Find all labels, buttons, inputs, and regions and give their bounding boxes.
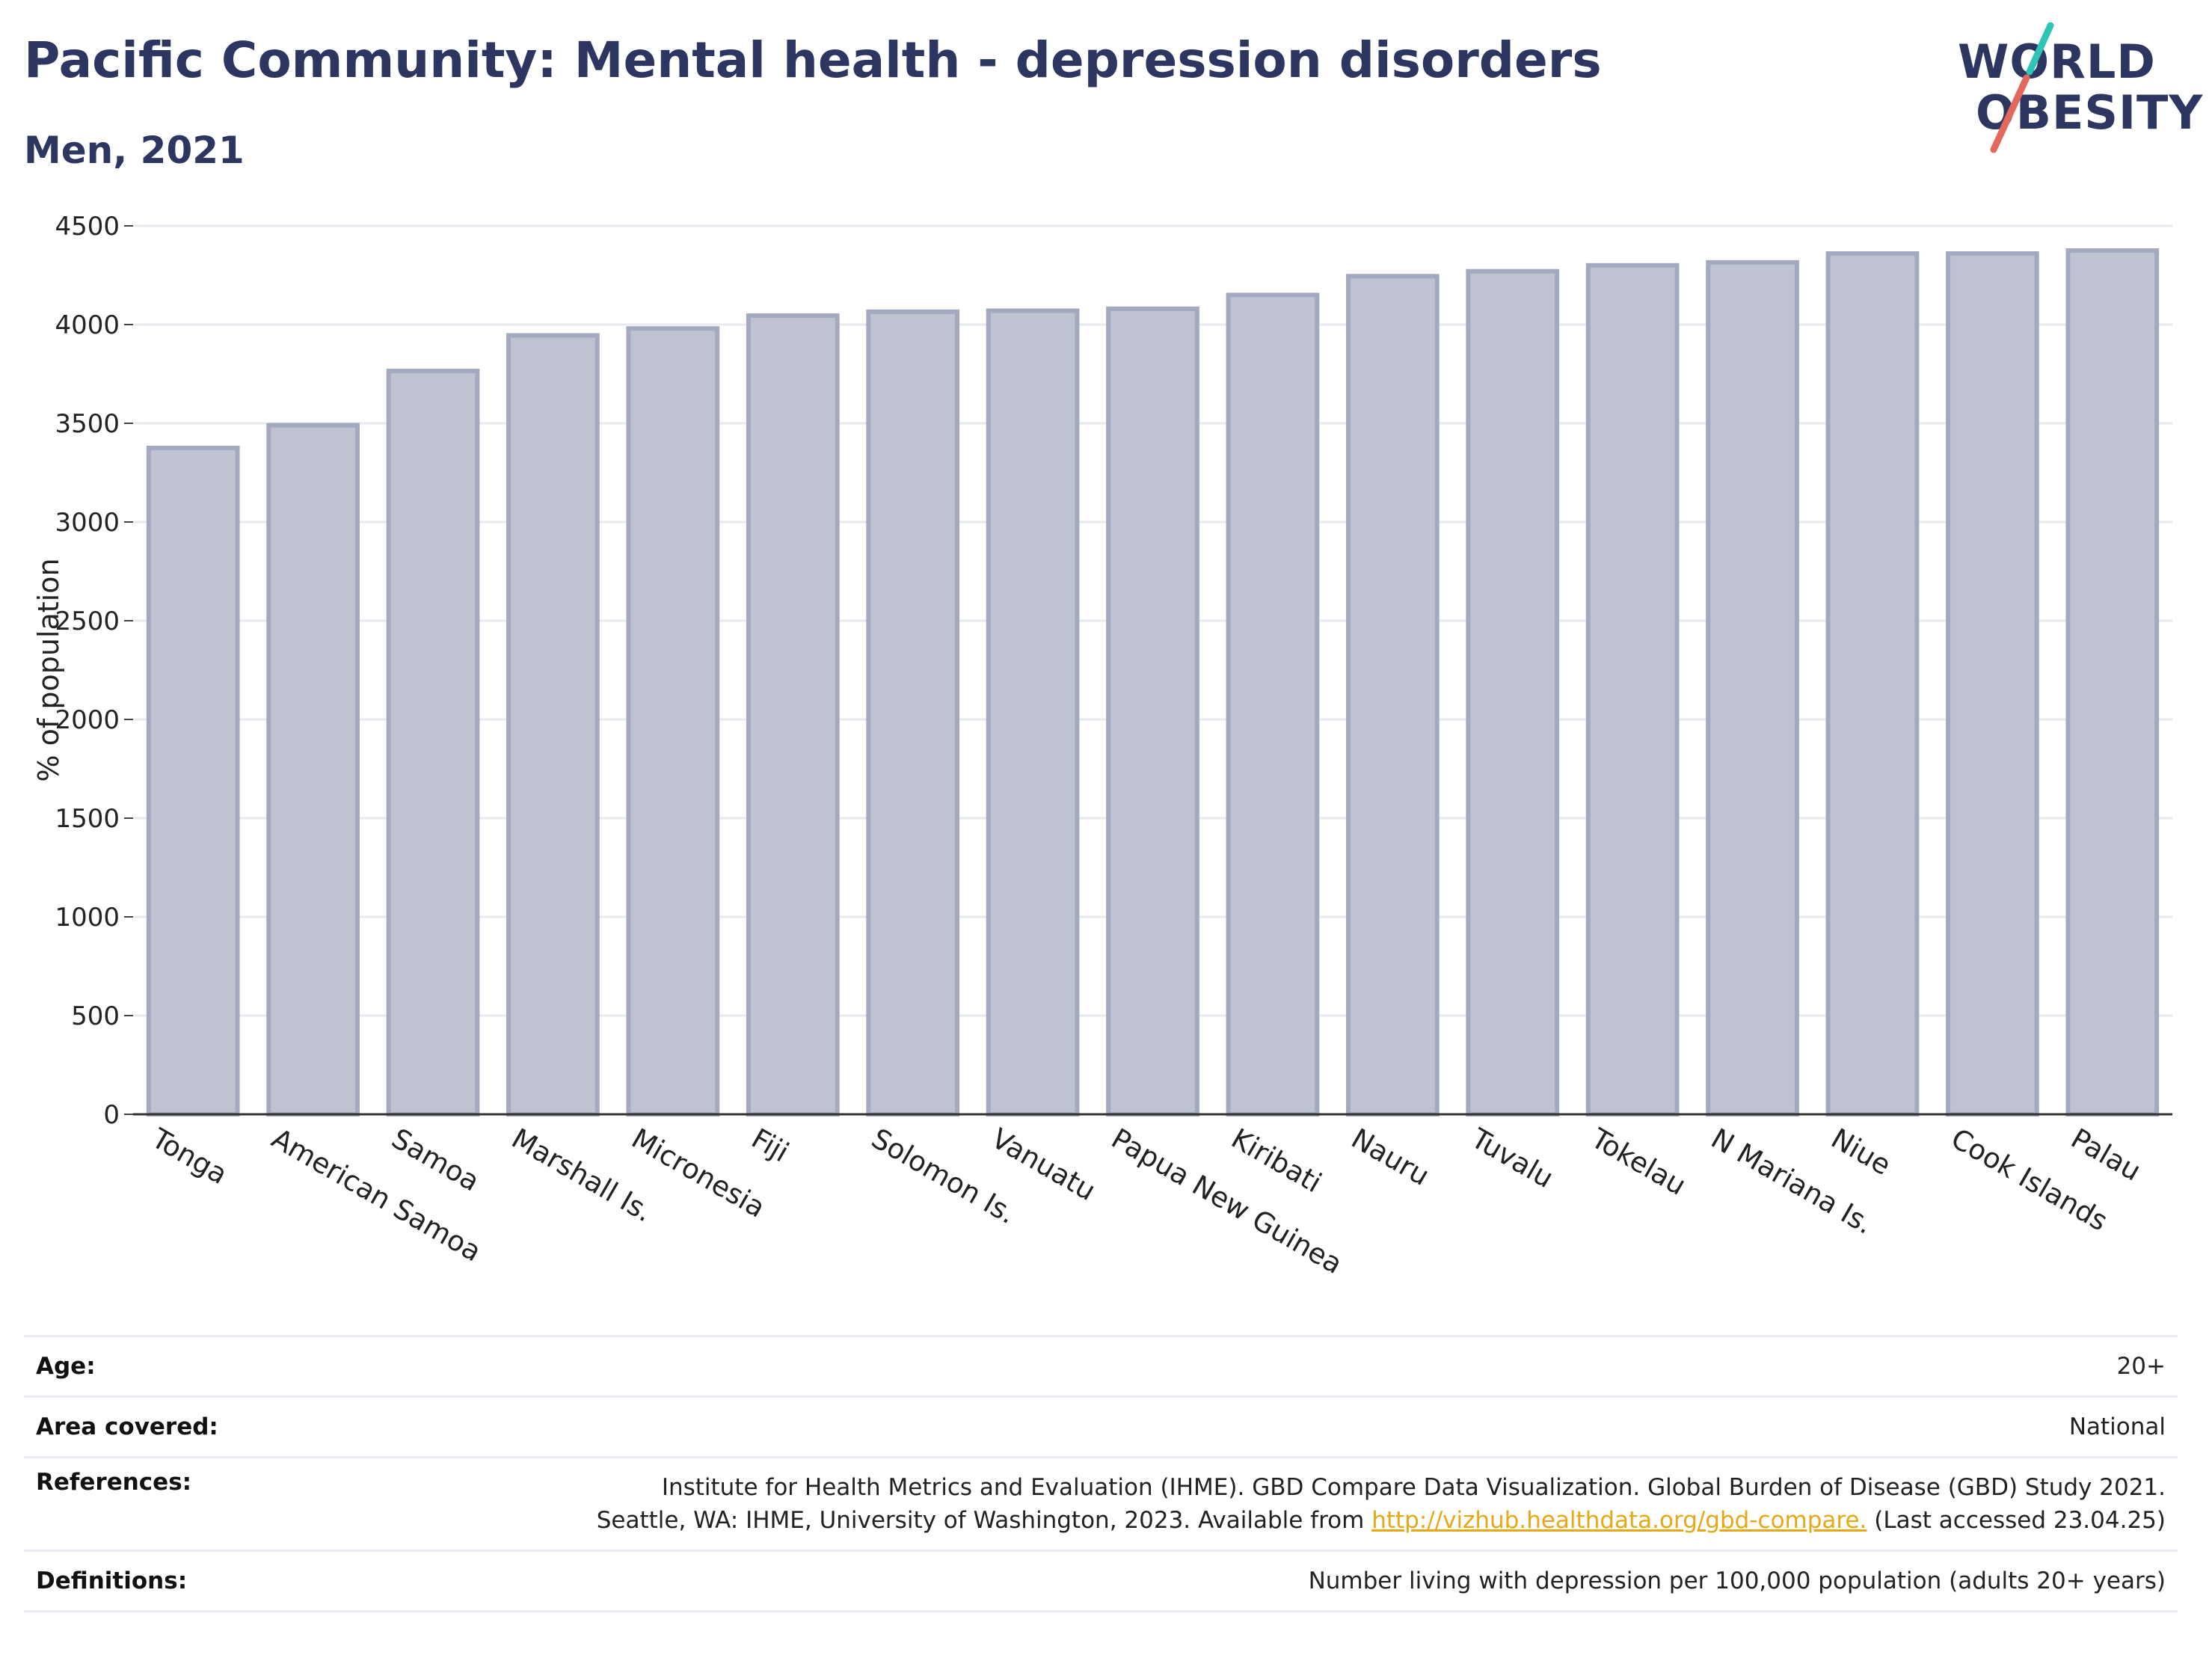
meta-row-area: Area covered: National xyxy=(24,1395,2178,1456)
age-label: Age: xyxy=(36,1353,96,1380)
bar xyxy=(386,369,480,1117)
area-label: Area covered: xyxy=(36,1413,218,1440)
y-tick-label: 2000 xyxy=(55,705,120,735)
bar xyxy=(1706,260,1799,1117)
x-tick-label: Samoa xyxy=(387,1123,485,1198)
bar xyxy=(266,423,360,1117)
page-title: Pacific Community: Mental health - depre… xyxy=(24,31,1602,89)
bar xyxy=(866,309,960,1117)
bar xyxy=(1345,274,1440,1117)
references-label: References: xyxy=(36,1469,192,1496)
bar xyxy=(986,308,1080,1117)
x-tick-label: Nauru xyxy=(1346,1123,1435,1192)
bar xyxy=(1106,306,1199,1117)
bar xyxy=(1226,292,1320,1117)
bar xyxy=(626,326,720,1117)
y-tick-label: 0 xyxy=(103,1100,120,1130)
x-tick-label: Palau xyxy=(2065,1123,2146,1188)
bar-chart: 0 500 1000 1500 2000 2500 3000 3500 4000 4500 % of… xyxy=(32,212,2172,1280)
meta-row-definitions: Definitions: Number living with depressi… xyxy=(24,1550,2178,1612)
age-value: 20+ xyxy=(2116,1353,2166,1380)
x-tick-label: Fiji xyxy=(746,1123,794,1169)
meta-row-age: Age: 20+ xyxy=(24,1335,2178,1395)
references-line-2-pre: Seattle, WA: IHME, University of Washing… xyxy=(596,1507,1365,1534)
bar xyxy=(1946,251,2039,1117)
bar xyxy=(1825,251,1920,1117)
x-tick-label: Papua New Guinea xyxy=(1106,1123,1348,1280)
area-value: National xyxy=(2068,1413,2166,1440)
y-tick-label: 4000 xyxy=(55,310,120,340)
world-obesity-logo: WORLD OBESITY xyxy=(1952,22,2202,157)
y-axis-label: % of population xyxy=(32,558,65,782)
references-line-2-post: (Last accessed 23.04.25) xyxy=(1874,1507,2166,1534)
bar xyxy=(506,333,600,1117)
x-tick-label: American Samoa xyxy=(266,1123,487,1268)
bar xyxy=(1466,268,1560,1117)
x-tick-label: Tuvalu xyxy=(1465,1122,1558,1194)
references-link[interactable]: http://vizhub.healthdata.org/gbd-compare… xyxy=(1371,1507,1867,1534)
y-tick-label: 1000 xyxy=(55,903,120,933)
page-subtitle: Men, 2021 xyxy=(24,129,245,172)
x-tick-label: Tokelau xyxy=(1585,1122,1692,1202)
x-tick-label: Tonga xyxy=(146,1122,233,1191)
bar xyxy=(146,446,240,1117)
bar xyxy=(2065,248,2160,1117)
x-tick-label: Niue xyxy=(1825,1123,1896,1182)
references-line-1: Institute for Health Metrics and Evaluat… xyxy=(661,1474,2166,1501)
y-tick-label: 1500 xyxy=(55,804,120,834)
bar xyxy=(746,313,840,1117)
y-tick-label: 3000 xyxy=(55,508,120,538)
definitions-label: Definitions: xyxy=(36,1568,188,1594)
meta-row-references: References: Institute for Health Metrics… xyxy=(24,1456,2178,1550)
references-value: Institute for Health Metrics and Evaluat… xyxy=(597,1471,2166,1537)
definitions-value: Number living with depression per 100,00… xyxy=(1308,1568,2166,1594)
y-tick-label: 2500 xyxy=(55,607,120,636)
metadata-table: Age: 20+ Area covered: National Referenc… xyxy=(24,1335,2178,1612)
y-tick-label: 3500 xyxy=(55,409,120,439)
y-tick-label: 500 xyxy=(71,1001,120,1031)
y-tick-label: 4500 xyxy=(55,212,120,242)
x-tick-label: Kiribati xyxy=(1226,1123,1327,1200)
logo-slash-icon xyxy=(1990,22,2054,153)
logo-line-1: WORLD xyxy=(1958,34,2156,89)
bar xyxy=(1585,262,1680,1117)
